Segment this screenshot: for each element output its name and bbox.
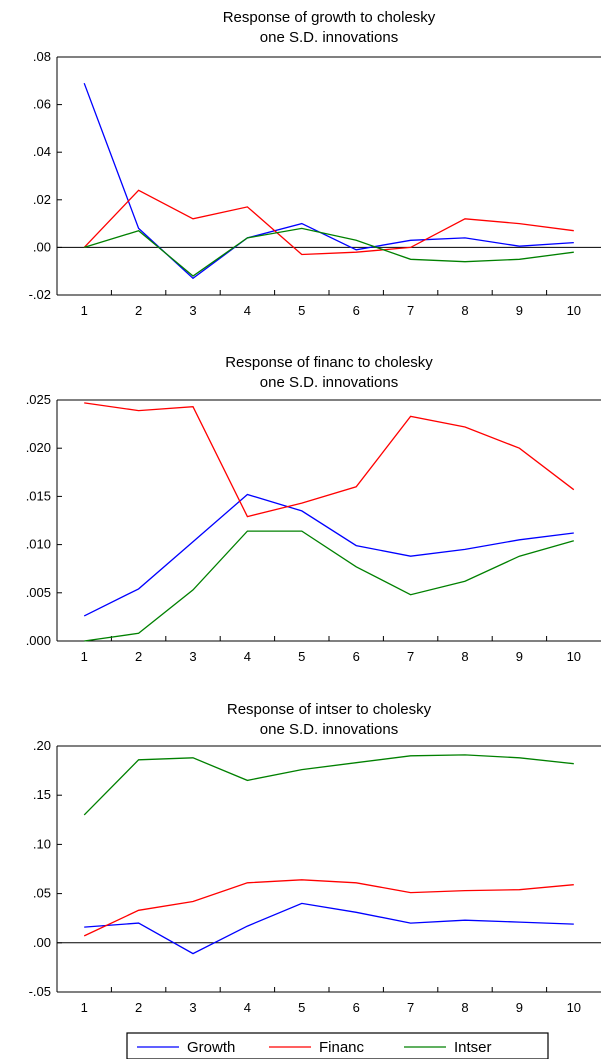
- series-line-growth: [83, 82, 574, 280]
- x-tick-label: 5: [298, 303, 305, 318]
- y-tick-label: .005: [26, 585, 51, 600]
- y-tick-label: .010: [26, 537, 51, 552]
- legend-label-financ: Financ: [319, 1039, 365, 1056]
- series-line-growth: [83, 493, 574, 617]
- y-tick-label: .00: [33, 935, 51, 950]
- y-tick-label: -.02: [29, 287, 51, 302]
- y-tick-label: .10: [33, 836, 51, 851]
- x-tick-label: 8: [461, 303, 468, 318]
- x-tick-label: 5: [298, 649, 305, 664]
- x-tick-label: 9: [516, 1000, 523, 1015]
- x-tick-label: 10: [567, 1000, 581, 1015]
- x-tick-label: 10: [567, 649, 581, 664]
- x-tick-label: 4: [244, 649, 251, 664]
- x-tick-label: 3: [189, 303, 196, 318]
- y-tick-label: .015: [26, 488, 51, 503]
- series-line-financ: [84, 402, 575, 518]
- y-tick-label: .02: [33, 192, 51, 207]
- legend: Growth Financ Intser: [126, 1032, 549, 1059]
- chart-panel-intser: Response of intser to cholesky one S.D. i…: [29, 701, 601, 1015]
- x-tick-label: 4: [244, 1000, 251, 1015]
- x-tick-label: 4: [244, 303, 251, 318]
- x-tick-label: 6: [353, 1000, 360, 1015]
- x-tick-label: 1: [81, 649, 88, 664]
- x-tick-label: 1: [81, 1000, 88, 1015]
- series-line-intser: [83, 754, 574, 816]
- y-tick-label: .04: [33, 144, 51, 159]
- y-tick-label: .000: [26, 633, 51, 648]
- legend-box: [126, 1032, 549, 1059]
- y-tick-label: .020: [26, 440, 51, 455]
- x-tick-label: 3: [189, 649, 196, 664]
- chart-panel-financ: Response of financ to cholesky one S.D. i…: [26, 354, 601, 664]
- y-tick-label: .15: [33, 787, 51, 802]
- y-tick-label: .05: [33, 886, 51, 901]
- chart-subtitle: one S.D. innovations: [260, 721, 398, 738]
- series-line-intser: [84, 530, 574, 642]
- x-tick-label: 2: [135, 649, 142, 664]
- x-tick-label: 8: [461, 649, 468, 664]
- series-line-growth: [84, 902, 574, 955]
- x-tick-label: 8: [461, 1000, 468, 1015]
- x-tick-label: 7: [407, 303, 414, 318]
- x-tick-label: 2: [135, 1000, 142, 1015]
- y-tick-label: .08: [33, 49, 51, 64]
- x-tick-label: 6: [353, 649, 360, 664]
- legend-label-intser: Intser: [454, 1039, 492, 1056]
- x-tick-label: 9: [516, 303, 523, 318]
- x-tick-label: 3: [189, 1000, 196, 1015]
- x-tick-label: 7: [407, 649, 414, 664]
- y-tick-label: .20: [33, 738, 51, 753]
- x-tick-label: 6: [353, 303, 360, 318]
- chart-title: Response of growth to cholesky: [223, 9, 436, 26]
- x-tick-label: 10: [567, 303, 581, 318]
- series-line-financ: [83, 879, 574, 937]
- x-tick-label: 2: [135, 303, 142, 318]
- chart-subtitle: one S.D. innovations: [260, 29, 398, 46]
- chart-subtitle: one S.D. innovations: [260, 374, 398, 391]
- series-line-financ: [83, 189, 574, 256]
- x-tick-label: 7: [407, 1000, 414, 1015]
- x-tick-label: 5: [298, 1000, 305, 1015]
- legend-label-growth: Growth: [187, 1039, 235, 1056]
- y-tick-label: -.05: [29, 984, 51, 999]
- chart-title: Response of financ to cholesky: [225, 354, 433, 371]
- x-tick-label: 1: [81, 303, 88, 318]
- y-tick-label: .00: [33, 239, 51, 254]
- chart-title: Response of intser to cholesky: [227, 701, 432, 718]
- x-tick-label: 9: [516, 649, 523, 664]
- y-tick-label: .025: [26, 392, 51, 407]
- chart-panel-growth: Response of growth to cholesky one S.D. i…: [29, 9, 601, 318]
- y-tick-label: .06: [33, 97, 51, 112]
- series-line-intser: [84, 227, 574, 277]
